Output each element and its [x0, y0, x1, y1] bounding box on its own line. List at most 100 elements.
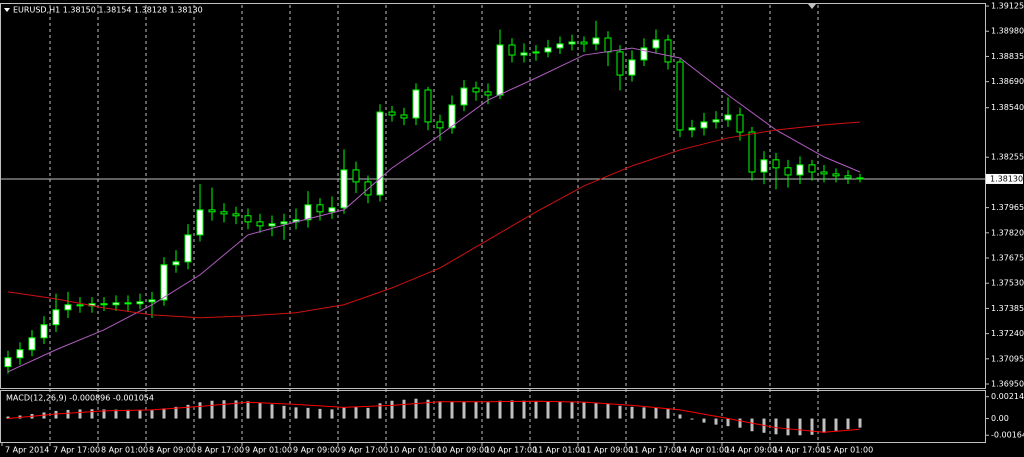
- macd-bar: [690, 418, 694, 420]
- macd-bar: [6, 416, 10, 419]
- y-tick-label: 1.38980: [991, 27, 1024, 36]
- candle-body: [76, 304, 84, 307]
- macd-bar: [726, 418, 730, 427]
- macd-frame: [0, 390, 986, 443]
- x-tick-label: 11 Apr 09:00: [581, 446, 633, 455]
- macd-bar: [66, 409, 70, 419]
- candle-body: [304, 204, 312, 221]
- macd-title: MACD(12,26,9) -0.000896 -0.001054: [6, 394, 154, 403]
- symbol-menu-icon[interactable]: [4, 8, 10, 12]
- candle-body: [676, 61, 684, 131]
- signal-line: [7, 400, 861, 433]
- x-tick-label: 7 Apr 17:00: [53, 446, 100, 455]
- macd-bar: [498, 400, 502, 419]
- macd-bar: [666, 408, 670, 419]
- x-tick-label: 8 Apr 09:00: [149, 446, 196, 455]
- macd-bar: [378, 403, 382, 419]
- x-tick-label: 14 Apr 01:00: [677, 446, 729, 455]
- candle-body: [616, 51, 624, 76]
- macd-bar: [438, 401, 442, 419]
- y-tick-label: 1.36950: [991, 380, 1024, 389]
- candle-body: [700, 121, 708, 129]
- candle-body: [532, 51, 540, 54]
- main-frame: [0, 3, 986, 389]
- candle-body: [844, 175, 852, 179]
- candle-body: [556, 43, 564, 49]
- candle-body: [40, 324, 48, 339]
- candle-body: [160, 264, 168, 301]
- macd-bar: [282, 405, 286, 419]
- candle-body: [256, 221, 264, 227]
- candle-body: [688, 127, 696, 131]
- y-tick-label: 0.002147: [991, 392, 1024, 401]
- x-tick-label: 8 Apr 17:00: [197, 446, 244, 455]
- candle-body: [664, 39, 672, 63]
- candle-body: [316, 204, 324, 213]
- macd-bar: [354, 406, 358, 419]
- macd-bar: [522, 400, 526, 419]
- candle-body: [328, 207, 336, 213]
- macd-bar: [774, 418, 778, 435]
- candle-body: [484, 91, 492, 96]
- macd-bar: [342, 407, 346, 419]
- macd-bar: [822, 418, 826, 433]
- candle-body: [628, 59, 636, 76]
- y-tick-label: 1.37820: [991, 228, 1024, 237]
- y-tick-label: 1.37530: [991, 279, 1024, 288]
- macd-bar: [846, 418, 850, 430]
- candle-body: [112, 302, 120, 306]
- candle-body: [436, 121, 444, 129]
- macd-bar: [510, 400, 514, 419]
- y-tick-label: -0.001644: [991, 431, 1024, 440]
- candle-body: [16, 349, 24, 359]
- candle-body: [232, 213, 240, 217]
- y-tick-label: 1.37385: [991, 304, 1024, 313]
- candle-body: [772, 159, 780, 169]
- candle-body: [244, 215, 252, 223]
- candle-body: [172, 261, 180, 266]
- moving-average: [7, 47, 861, 373]
- candle-body: [604, 37, 612, 53]
- macd-bar: [126, 409, 130, 419]
- candle-body: [508, 44, 516, 56]
- x-tick-label: 9 Apr 17:00: [341, 446, 388, 455]
- x-tick-label: 9 Apr 09:00: [293, 446, 340, 455]
- macd-bar: [606, 403, 610, 419]
- x-tick-label: 11 Apr 01:00: [533, 446, 585, 455]
- macd-bar: [294, 407, 298, 419]
- candle-body: [568, 41, 576, 45]
- candle-body: [340, 169, 348, 209]
- macd-bar: [246, 401, 250, 419]
- moving-average: [7, 121, 861, 319]
- candle-body: [820, 171, 828, 175]
- candle-body: [28, 337, 36, 351]
- candle-body: [268, 223, 276, 227]
- last-price-box: [986, 173, 1023, 184]
- macd-bar: [558, 401, 562, 419]
- candle-body: [376, 111, 384, 196]
- macd-bar: [390, 400, 394, 419]
- macd-bar: [798, 418, 802, 436]
- candle-body: [460, 87, 468, 106]
- macd-bar: [750, 418, 754, 432]
- shift-marker[interactable]: [808, 4, 816, 9]
- y-tick-label: 1.37965: [991, 203, 1024, 212]
- candle-body: [220, 211, 228, 215]
- candle-body: [448, 104, 456, 129]
- macd-bar: [330, 409, 334, 419]
- macd-bar: [174, 406, 178, 419]
- macd-bar: [618, 405, 622, 419]
- macd-bar: [414, 398, 418, 419]
- y-tick-label: 1.37095: [991, 354, 1024, 363]
- candle-body: [352, 169, 360, 183]
- x-tick-label: 9 Apr 01:00: [245, 446, 292, 455]
- candle-body: [412, 89, 420, 119]
- macd-bar: [702, 418, 706, 423]
- macd-bar: [534, 401, 538, 419]
- x-tick-label: 10 Apr 09:00: [437, 446, 489, 455]
- candle-body: [520, 52, 528, 56]
- macd-bar: [834, 418, 838, 431]
- candle-body: [100, 303, 108, 306]
- macd-bar: [858, 418, 862, 428]
